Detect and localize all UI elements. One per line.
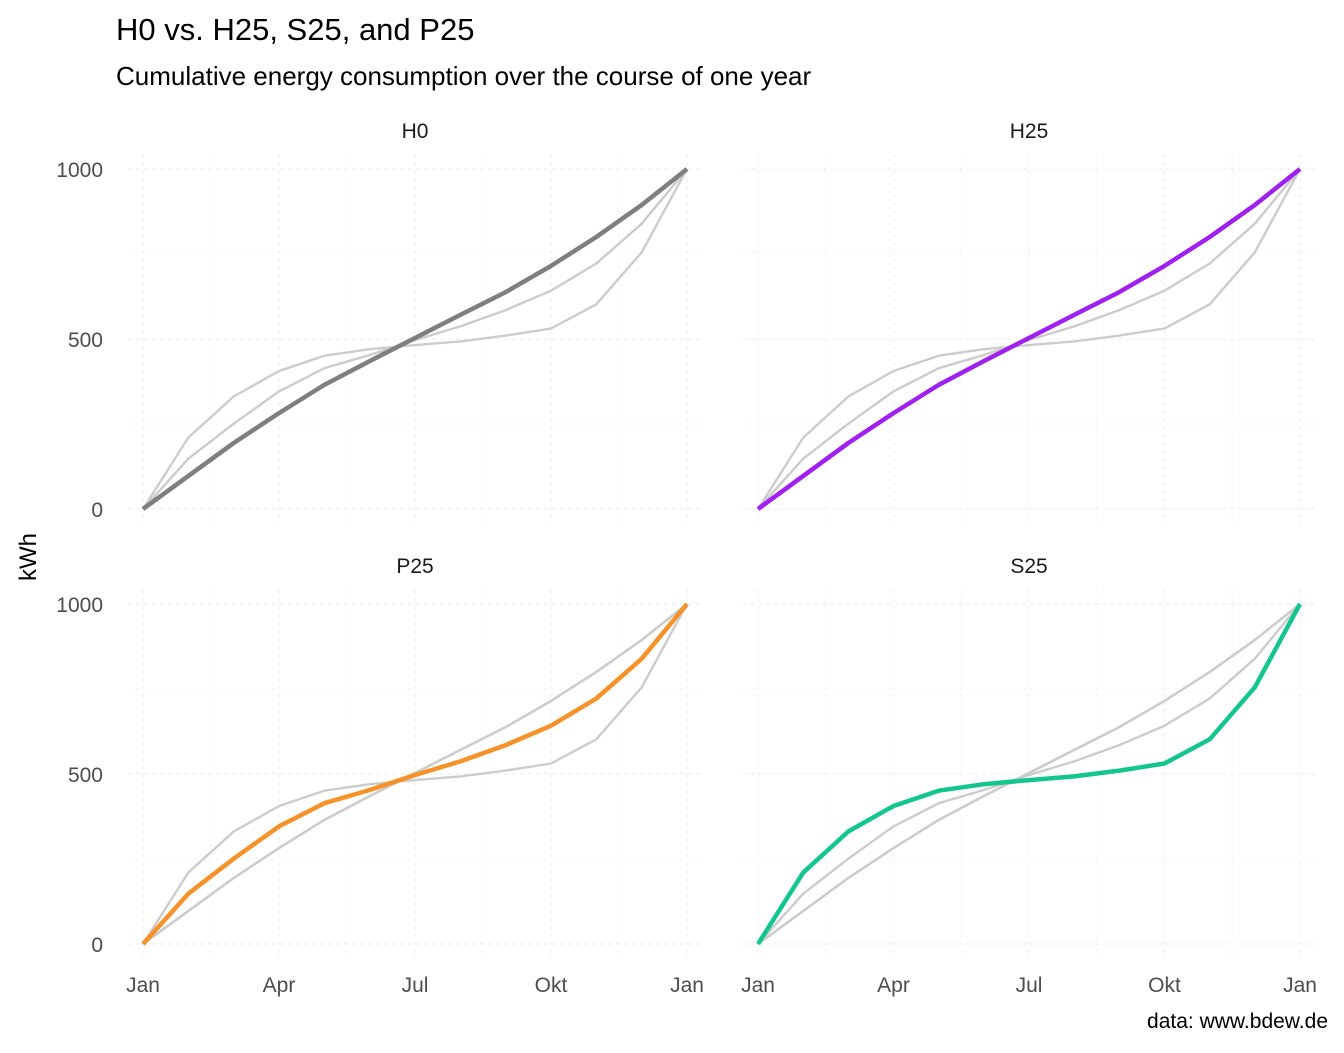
- background-line-s25: [141, 168, 689, 510]
- x-tick-label: Jan: [126, 974, 160, 997]
- facet-title: H0: [402, 120, 429, 143]
- y-tick-label: 500: [68, 329, 103, 352]
- y-tick-label: 1000: [56, 159, 103, 182]
- facet-panel-s25: S25 Jan Apr Jul Okt Jan: [741, 555, 1317, 997]
- facet-panel-h0: H0 0 500 1000: [56, 120, 702, 524]
- background-line-p25: [757, 603, 1301, 945]
- chart-title: H0 vs. H25, S25, and P25: [116, 12, 474, 47]
- facet-title: H25: [1010, 120, 1049, 143]
- facet-panel-h25: H25: [743, 120, 1315, 524]
- series-line-h0: [141, 167, 689, 511]
- x-tick-label: Apr: [877, 974, 910, 997]
- x-tick-label: Jan: [1283, 974, 1317, 997]
- x-tick-label: Jul: [402, 974, 429, 997]
- y-tick-label: 500: [68, 764, 103, 787]
- background-line-s25: [141, 603, 689, 945]
- caption: data: www.bdew.de: [1147, 1010, 1328, 1033]
- y-tick-label: 0: [91, 499, 103, 522]
- x-tick-label: Okt: [535, 974, 568, 997]
- x-tick-label: Jan: [670, 974, 704, 997]
- y-axis-label: kWh: [15, 533, 42, 581]
- chart-subtitle: Cumulative energy consumption over the c…: [116, 61, 811, 91]
- y-tick-label: 0: [91, 934, 103, 957]
- facet-title: S25: [1010, 555, 1047, 578]
- x-tick-label: Apr: [263, 974, 296, 997]
- y-tick-label: 1000: [56, 594, 103, 617]
- series-line-p25: [141, 602, 689, 946]
- background-line-h25: [757, 603, 1301, 945]
- background-line-s25: [756, 168, 1302, 510]
- series-line-s25: [756, 602, 1302, 946]
- facet-title: P25: [396, 555, 433, 578]
- series-line-h25: [756, 167, 1302, 511]
- x-tick-label: Jan: [741, 974, 775, 997]
- facet-panel-p25: P25 0 500 1000 Jan Apr Jul Okt Jan: [56, 555, 704, 997]
- x-tick-label: Jul: [1016, 974, 1043, 997]
- x-tick-label: Okt: [1148, 974, 1181, 997]
